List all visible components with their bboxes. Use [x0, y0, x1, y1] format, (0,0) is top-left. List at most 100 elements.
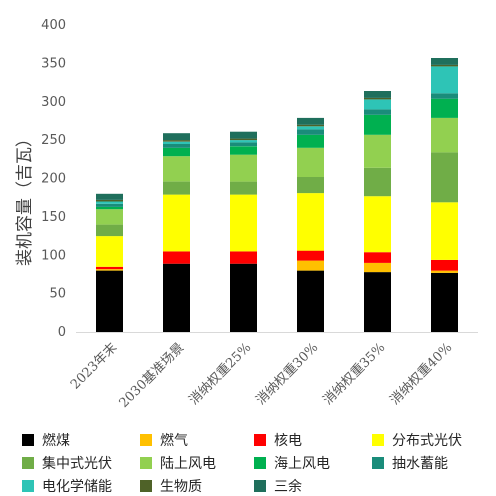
bar-segment [96, 236, 123, 267]
bar-segment [230, 251, 257, 264]
bar-segment [230, 154, 257, 182]
bar-segment [431, 272, 458, 332]
bar-segment [96, 201, 123, 204]
bar-segment [230, 142, 257, 147]
bar-segment [297, 260, 324, 271]
x-tick-label: 消纳权重25% [186, 340, 255, 409]
bar-segment [163, 194, 190, 252]
legend-label: 燃气 [160, 433, 188, 449]
legend-item: 抽水蓄能 [372, 453, 448, 473]
bar-segment [297, 177, 324, 194]
legend-label: 分布式光伏 [392, 433, 462, 449]
legend-label: 电化学储能 [42, 479, 112, 495]
y-axis-label: 装机容量（吉瓦） [15, 130, 35, 266]
legend-swatch [372, 457, 384, 469]
bar-segment [431, 66, 458, 94]
y-tick-label: 400 [41, 18, 66, 33]
bar-segment [96, 224, 123, 237]
bar-segment [163, 144, 190, 148]
bar-segment [230, 138, 257, 141]
bar-segment [96, 266, 123, 270]
bar-segment [297, 270, 324, 332]
bar-segment [364, 134, 391, 168]
bar-segment [364, 97, 391, 100]
legend-item: 三余 [254, 476, 302, 496]
bar-segment [96, 269, 123, 271]
x-tick-label: 2030基准场景 [117, 340, 188, 411]
bar-segment [364, 167, 391, 197]
y-tick-label: 200 [41, 172, 66, 187]
x-tick-label: 消纳权重40% [387, 340, 456, 409]
bar-segment [163, 181, 190, 195]
legend-swatch [254, 457, 266, 469]
bar-segment [163, 141, 190, 144]
bar-segment [364, 91, 391, 98]
legend-swatch [140, 434, 152, 446]
bar-segment [230, 194, 257, 252]
bar-segment [364, 252, 391, 263]
bar-segment [297, 147, 324, 177]
bar-segment [364, 114, 391, 135]
y-tick-label: 350 [41, 56, 66, 71]
y-tick-label: 150 [41, 210, 66, 225]
bar-segment [297, 134, 324, 148]
legend-swatch [22, 480, 34, 492]
legend-item: 燃气 [140, 430, 188, 450]
bar-segment [364, 99, 391, 110]
y-tick-label: 250 [41, 133, 66, 148]
bar-segment [163, 156, 190, 182]
bar-segment [163, 147, 190, 157]
y-tick-label: 0 [58, 325, 66, 340]
legend-label: 核电 [274, 433, 302, 449]
bar-segment [297, 124, 324, 127]
legend-label: 燃煤 [42, 433, 70, 449]
bar-segment [364, 196, 391, 253]
legend-label: 三余 [274, 479, 302, 495]
legend-item: 海上风电 [254, 453, 330, 473]
bar-segment [431, 152, 458, 203]
legend-swatch [372, 434, 384, 446]
bar-segment [297, 129, 324, 135]
legend-item: 集中式光伏 [22, 453, 112, 473]
bar-segment [364, 109, 391, 115]
bar-segment [431, 270, 458, 273]
bar-segment [230, 140, 257, 143]
bar-segment [364, 272, 391, 332]
legend-swatch [254, 480, 266, 492]
bar-segment [163, 251, 190, 264]
bar-segment [96, 200, 123, 202]
bar-segment [230, 263, 257, 332]
bar-segment [431, 202, 458, 260]
legend-item: 核电 [254, 430, 302, 450]
bar-segment [230, 181, 257, 195]
bar-segment [431, 58, 458, 65]
bar-segment [96, 209, 123, 225]
legend-label: 陆上风电 [160, 456, 216, 472]
bar-segment [297, 250, 324, 261]
bar-segment [431, 98, 458, 118]
legend-swatch [22, 457, 34, 469]
y-tick-label: 100 [41, 248, 66, 263]
legend-swatch [140, 480, 152, 492]
x-tick-label: 消纳权重30% [253, 340, 322, 409]
legend-item: 陆上风电 [140, 453, 216, 473]
bar-segment [230, 146, 257, 155]
bar-segment [96, 270, 123, 332]
legend-item: 生物质 [140, 476, 202, 496]
legend-item: 分布式光伏 [372, 430, 462, 450]
bar-segment [431, 259, 458, 271]
y-tick-label: 300 [41, 95, 66, 110]
x-tick-label: 消纳权重35% [320, 340, 389, 409]
bar-segment [297, 193, 324, 251]
bar-segment [96, 193, 123, 200]
legend-label: 生物质 [160, 479, 202, 495]
legend-label: 抽水蓄能 [392, 456, 448, 472]
bar-segment [297, 117, 324, 125]
bar-segment [364, 262, 391, 273]
legend-swatch [22, 434, 34, 446]
bar-segment [163, 263, 190, 332]
bar-segment [163, 140, 190, 142]
bar-segment [96, 206, 123, 210]
legend-label: 海上风电 [274, 456, 330, 472]
